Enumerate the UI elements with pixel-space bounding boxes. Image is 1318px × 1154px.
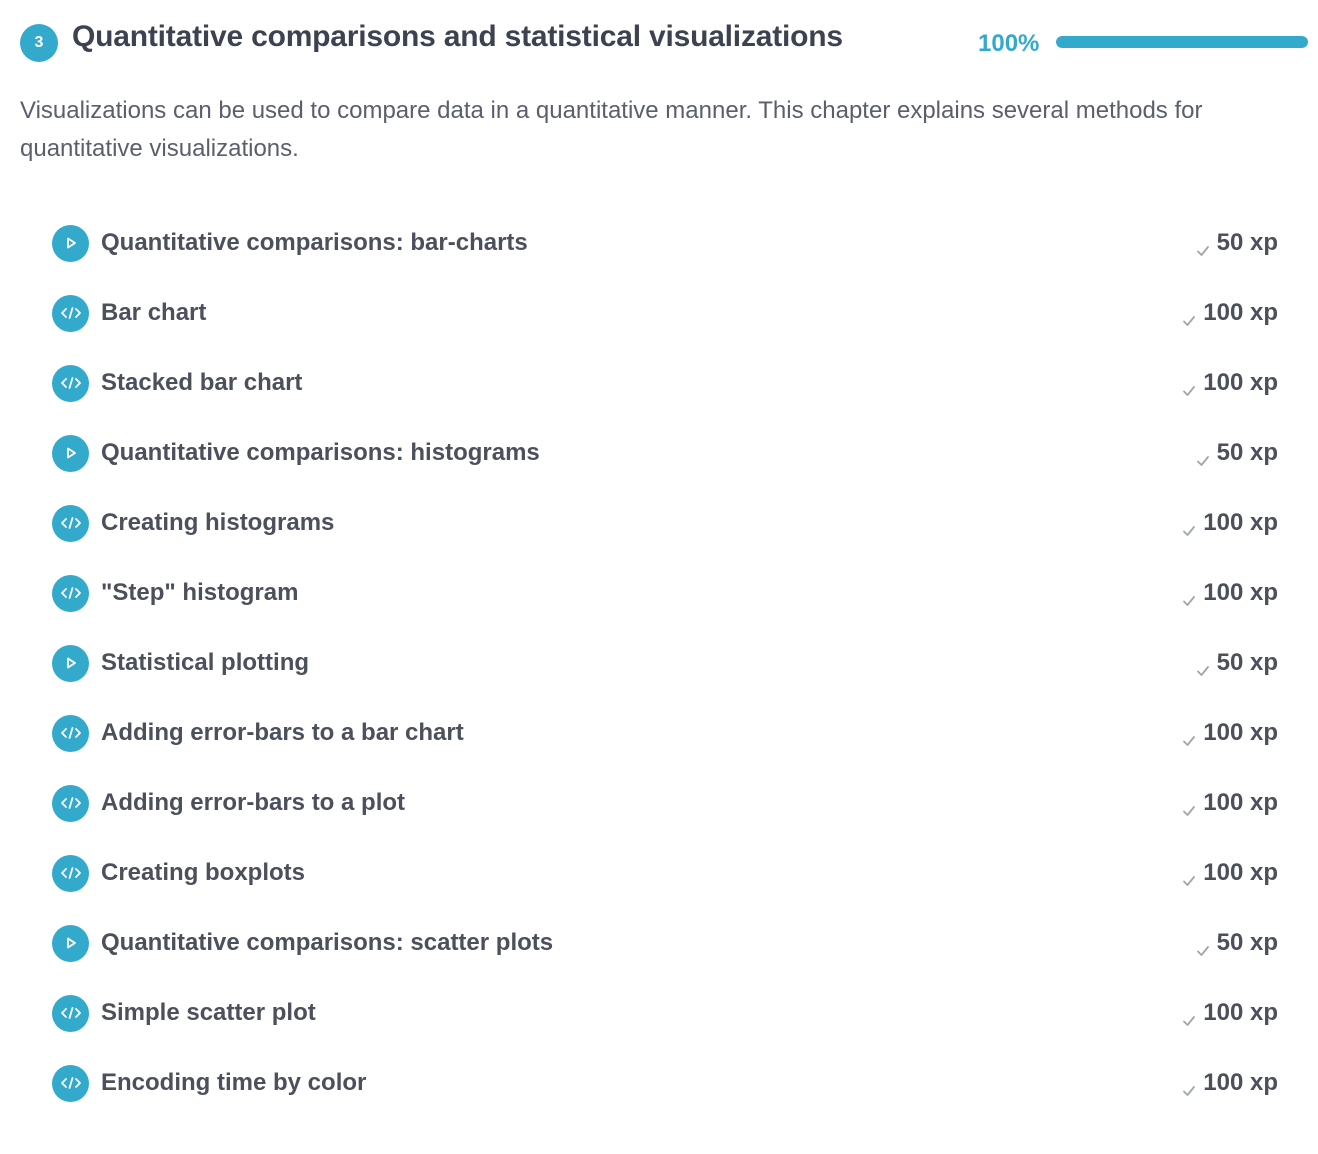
exercise-xp: 100 xp	[1181, 488, 1278, 558]
exercise-item[interactable]: Bar chart 100 xp	[52, 278, 1278, 348]
checkmark-icon	[1181, 308, 1197, 326]
xp-value: 100 xp	[1203, 999, 1278, 1026]
checkmark-icon	[1195, 238, 1211, 256]
exercise-item[interactable]: Quantitative comparisons: scatter plots 5…	[52, 908, 1278, 978]
exercise-item[interactable]: Quantitative comparisons: histograms 50 x…	[52, 418, 1278, 488]
exercise-title[interactable]: Adding error-bars to a bar chart	[101, 719, 464, 746]
checkmark-icon	[1181, 1078, 1197, 1096]
code-icon	[52, 784, 89, 822]
exercise-item[interactable]: Creating boxplots 100 xp	[52, 838, 1278, 908]
checkmark-icon	[1181, 378, 1197, 396]
xp-value: 50 xp	[1216, 929, 1278, 956]
chapter-header: 3 Quantitative comparisons and statistic…	[20, 18, 1308, 62]
exercise-xp: 100 xp	[1181, 768, 1278, 838]
code-icon	[52, 1064, 89, 1102]
exercise-xp: 100 xp	[1181, 558, 1278, 628]
checkmark-icon	[1195, 448, 1211, 466]
code-icon	[52, 854, 89, 892]
exercise-xp: 100 xp	[1181, 278, 1278, 348]
play-icon	[52, 224, 89, 262]
exercise-title[interactable]: Bar chart	[101, 299, 207, 326]
exercise-xp: 100 xp	[1181, 838, 1278, 908]
exercise-item[interactable]: Adding error-bars to a plot 100 xp	[52, 768, 1278, 838]
checkmark-icon	[1181, 868, 1197, 886]
code-icon	[52, 504, 89, 542]
code-icon	[52, 574, 89, 612]
xp-value: 50 xp	[1216, 229, 1278, 256]
play-icon	[52, 434, 89, 472]
code-icon	[52, 364, 89, 402]
xp-value: 50 xp	[1216, 649, 1278, 676]
exercise-title[interactable]: Quantitative comparisons: scatter plots	[101, 929, 554, 956]
exercise-item[interactable]: Adding error-bars to a bar chart 100 xp	[52, 698, 1278, 768]
exercise-xp: 50 xp	[1195, 208, 1278, 278]
checkmark-icon	[1195, 658, 1211, 676]
exercise-title[interactable]: Stacked bar chart	[101, 369, 303, 396]
exercise-item[interactable]: Stacked bar chart 100 xp	[52, 348, 1278, 418]
exercise-title[interactable]: Encoding time by color	[101, 1069, 367, 1096]
progress-bar	[1056, 36, 1308, 48]
checkmark-icon	[1195, 938, 1211, 956]
exercise-title[interactable]: "Step" histogram	[101, 579, 299, 606]
exercise-item[interactable]: Encoding time by color 100 xp	[52, 1048, 1278, 1118]
xp-value: 100 xp	[1203, 719, 1278, 746]
play-icon	[52, 644, 89, 682]
exercise-title[interactable]: Adding error-bars to a plot	[101, 789, 406, 816]
code-icon	[52, 994, 89, 1032]
exercise-item[interactable]: Creating histograms 100 xp	[52, 488, 1278, 558]
code-icon	[52, 714, 89, 752]
exercise-title[interactable]: Simple scatter plot	[101, 999, 316, 1026]
exercise-item[interactable]: Statistical plotting 50 xp	[52, 628, 1278, 698]
exercise-xp: 50 xp	[1195, 418, 1278, 488]
play-icon	[52, 924, 89, 962]
xp-value: 100 xp	[1203, 299, 1278, 326]
xp-value: 50 xp	[1216, 439, 1278, 466]
checkmark-icon	[1181, 1008, 1197, 1026]
exercise-xp: 50 xp	[1195, 628, 1278, 698]
exercise-title[interactable]: Quantitative comparisons: bar-charts	[101, 229, 528, 256]
exercise-title[interactable]: Creating boxplots	[101, 859, 306, 886]
chapter-title[interactable]: Quantitative comparisons and statistical…	[72, 20, 843, 53]
xp-value: 100 xp	[1203, 789, 1278, 816]
checkmark-icon	[1181, 728, 1197, 746]
progress-bar-fill	[1056, 36, 1308, 48]
chapter-number-badge: 3	[20, 24, 58, 62]
chapter-description: Visualizations can be used to compare da…	[20, 97, 1203, 162]
checkmark-icon	[1181, 798, 1197, 816]
exercise-list: Quantitative comparisons: bar-charts 50 x…	[52, 208, 1278, 1118]
exercise-xp: 50 xp	[1195, 908, 1278, 978]
exercise-item[interactable]: Simple scatter plot 100 xp	[52, 978, 1278, 1048]
checkmark-icon	[1181, 588, 1197, 606]
code-icon	[52, 294, 89, 332]
exercise-xp: 100 xp	[1181, 978, 1278, 1048]
exercise-title[interactable]: Creating histograms	[101, 509, 335, 536]
exercise-title[interactable]: Quantitative comparisons: histograms	[101, 439, 540, 466]
exercise-item[interactable]: Quantitative comparisons: bar-charts 50 x…	[52, 208, 1278, 278]
xp-value: 100 xp	[1203, 369, 1278, 396]
exercise-xp: 100 xp	[1181, 698, 1278, 768]
exercise-xp: 100 xp	[1181, 1048, 1278, 1118]
xp-value: 100 xp	[1203, 509, 1278, 536]
xp-value: 100 xp	[1203, 1069, 1278, 1096]
exercise-title[interactable]: Statistical plotting	[101, 649, 310, 676]
checkmark-icon	[1181, 518, 1197, 536]
progress-percentage: 100%	[978, 30, 1040, 57]
exercise-item[interactable]: "Step" histogram 100 xp	[52, 558, 1278, 628]
xp-value: 100 xp	[1203, 579, 1278, 606]
exercise-xp: 100 xp	[1181, 348, 1278, 418]
xp-value: 100 xp	[1203, 859, 1278, 886]
